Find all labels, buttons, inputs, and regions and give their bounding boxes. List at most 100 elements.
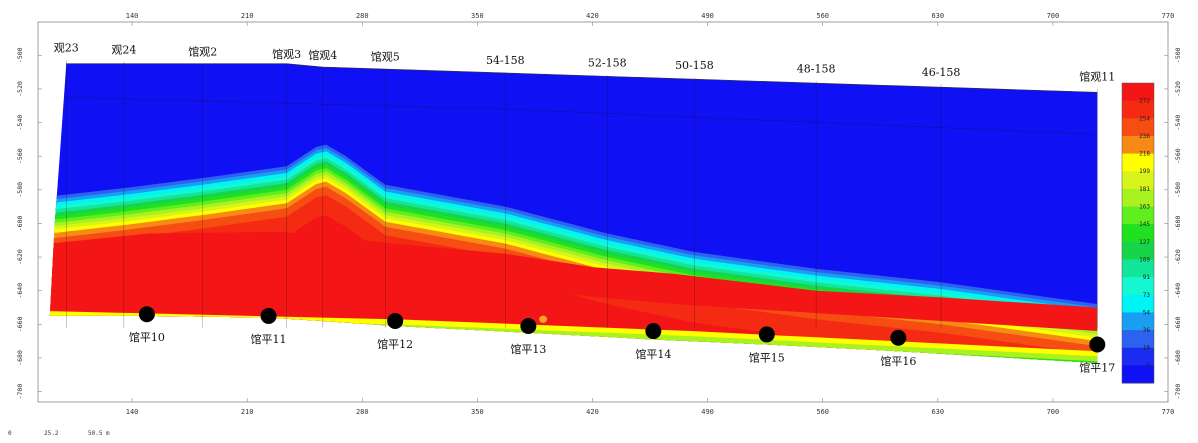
y-tick-label: -580	[1174, 182, 1182, 198]
well-label-bottom: 馆平11	[251, 332, 287, 346]
x-tick-label-bottom: 560	[816, 408, 829, 416]
colorbar-tick-label: 36	[1143, 327, 1151, 334]
horizontal-well-marker	[387, 312, 404, 329]
scale-label-2: 50.5 m	[88, 430, 110, 437]
colorbar-swatch	[1122, 153, 1154, 172]
x-tick-label-bottom: 280	[356, 408, 369, 416]
scale-bar: 0 25.2 50.5 m	[8, 428, 138, 442]
y-tick-label: -700	[1174, 384, 1182, 400]
colorbar-tick-label: 272	[1139, 98, 1150, 105]
x-tick-label-top: 210	[241, 12, 254, 20]
colorbar-tick-label: 18	[1143, 345, 1151, 352]
colorbar-swatch	[1122, 312, 1154, 331]
well-label-bottom: 馆平12	[377, 337, 413, 351]
y-tick-label: -680	[1174, 350, 1182, 366]
colorbar-tick-label: 145	[1139, 221, 1150, 228]
x-tick-label-bottom: 630	[931, 408, 944, 416]
horizontal-well-marker	[758, 326, 775, 343]
well-label-bottom: 馆平15	[749, 350, 785, 364]
well-label-bottom: 馆平10	[129, 330, 165, 344]
colorbar-tick-label: 218	[1139, 151, 1150, 158]
colorbar-tick-label: 199	[1139, 168, 1150, 175]
x-tick-label-top: 280	[356, 12, 369, 20]
y-tick-label: -680	[16, 350, 24, 366]
y-tick-label: -520	[16, 81, 24, 97]
y-tick-label: -540	[1174, 115, 1182, 131]
x-tick-label-top: 630	[931, 12, 944, 20]
colorbar-swatch	[1122, 224, 1154, 243]
y-tick-label: -520	[1174, 81, 1182, 97]
well-label-top: 馆观2	[188, 44, 217, 58]
colorbar-swatch	[1122, 100, 1154, 119]
y-tick-label: -540	[16, 115, 24, 131]
well-label-bottom: 馆平16	[880, 354, 916, 368]
colorbar-swatch	[1122, 118, 1154, 137]
y-tick-label: -560	[1174, 148, 1182, 164]
y-tick-label: -640	[16, 283, 24, 299]
x-tick-label-top: 770	[1162, 12, 1175, 20]
x-tick-label-top: 420	[586, 12, 599, 20]
well-label-top: 48-158	[797, 62, 836, 75]
colorbar-tick-label: 127	[1139, 239, 1150, 246]
colorbar-swatch	[1122, 188, 1154, 208]
colorbar-tick-label: 109	[1139, 256, 1150, 263]
hotspot	[539, 315, 548, 323]
colorbar-tick-label: 54	[1143, 309, 1151, 316]
y-tick-label: -640	[1174, 283, 1182, 299]
x-tick-label-bottom: 490	[701, 408, 714, 416]
colorbar-tick-label: 163	[1139, 204, 1150, 211]
y-tick-label: -500	[1174, 47, 1182, 63]
well-label-top: 观24	[111, 43, 136, 56]
horizontal-well-marker	[890, 329, 907, 346]
hot-core	[49, 231, 1098, 332]
section-grid	[66, 60, 1098, 328]
top-surface-line	[66, 63, 1098, 93]
colorbar-swatch	[1122, 171, 1154, 190]
x-tick-label-bottom: 350	[471, 408, 484, 416]
well-label-top: 馆观5	[371, 50, 400, 64]
horizontal-well-marker	[645, 323, 662, 340]
scale-label-1: 25.2	[44, 430, 59, 437]
well-label-top: 54-158	[486, 54, 525, 67]
y-tick-label: -700	[16, 384, 24, 400]
x-tick-label-bottom: 140	[126, 408, 139, 416]
colorbar-swatch	[1122, 206, 1154, 225]
x-tick-label-bottom: 770	[1162, 408, 1175, 416]
well-label-top: 50-158	[675, 59, 714, 72]
well-labels: 观23 观24 馆观2 馆观3 馆观4 馆观5 54-158 52-158 50-158 48-1…	[54, 42, 1115, 375]
x-tick-label-top: 350	[471, 12, 484, 20]
colorbar-swatch	[1122, 277, 1154, 296]
y-tick-label: -620	[16, 249, 24, 265]
colorbar: 272 254 236 218 199 181 163 145 127 109 91 73 54 36 18…	[1121, 82, 1155, 384]
x-tick-label-bottom: 420	[586, 408, 599, 416]
well-label-bottom: 馆平14	[635, 347, 671, 361]
x-tick-label-top: 700	[1047, 12, 1060, 20]
x-tick-label-top: 560	[816, 12, 829, 20]
scale-label-0: 0	[8, 430, 12, 437]
colorbar-tick-label: 236	[1139, 133, 1150, 140]
colorbar-swatch	[1122, 259, 1154, 278]
colorbar-outline	[1121, 82, 1155, 384]
colorbar-swatch	[1122, 241, 1154, 260]
colorbar-tick-label: 181	[1139, 186, 1150, 193]
colorbar-tick-label: 0	[1146, 362, 1150, 369]
colorbar-swatch	[1122, 83, 1154, 102]
colorbar-swatch	[1122, 330, 1154, 349]
x-tick-label-bottom: 210	[241, 408, 254, 416]
well-label-top: 馆观3	[272, 47, 301, 61]
colorbar-tick-label: 73	[1143, 292, 1151, 299]
axis-ticks: 140 140 210 210 280 280 350 350 420 420 490 490 560 5…	[16, 12, 1182, 416]
colorbar-swatch	[1122, 347, 1154, 366]
well-label-bottom: 馆平13	[510, 342, 546, 356]
horizontal-well-marker	[520, 318, 537, 335]
well-label-top: 馆观11	[1079, 69, 1115, 83]
y-tick-label: -580	[16, 182, 24, 198]
y-tick-label: -600	[16, 216, 24, 232]
x-tick-label-top: 490	[701, 12, 714, 20]
horizontal-well-marker	[260, 307, 277, 324]
x-tick-label-bottom: 700	[1047, 408, 1060, 416]
temperature-field	[49, 63, 1098, 364]
well-label-top: 46-158	[922, 66, 961, 79]
y-tick-label: -560	[16, 148, 24, 164]
